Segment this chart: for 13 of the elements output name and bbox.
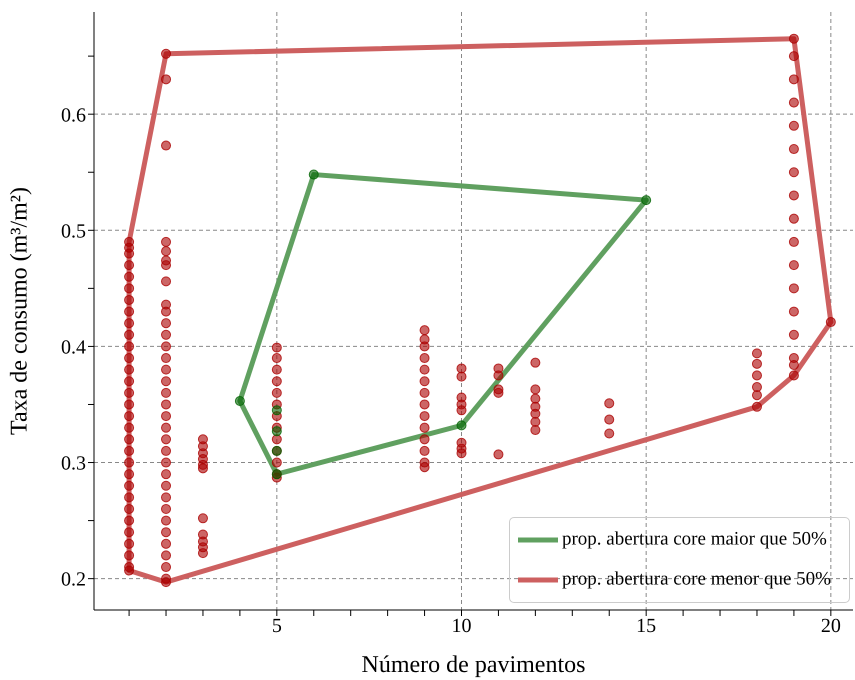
x-tick-label: 10 bbox=[451, 615, 472, 638]
legend-label: prop. abertura core menor que 50% bbox=[562, 568, 831, 590]
y-tick-label: 0.4 bbox=[61, 336, 86, 359]
y-tick-label: 0.6 bbox=[61, 104, 86, 126]
y-axis-title: Taxa de consumo (m³/m²) bbox=[6, 187, 33, 435]
y-tick-label: 0.2 bbox=[61, 568, 86, 591]
y-tick-label: 0.3 bbox=[61, 452, 86, 475]
x-tick-label: 20 bbox=[820, 615, 841, 638]
y-tick-label: 0.5 bbox=[61, 220, 86, 242]
x-tick-label: 5 bbox=[272, 615, 282, 638]
x-tick-label: 15 bbox=[636, 615, 656, 638]
legend-label: prop. abertura core maior que 50% bbox=[562, 528, 827, 550]
x-axis-title: Número de pavimentos bbox=[362, 652, 586, 678]
